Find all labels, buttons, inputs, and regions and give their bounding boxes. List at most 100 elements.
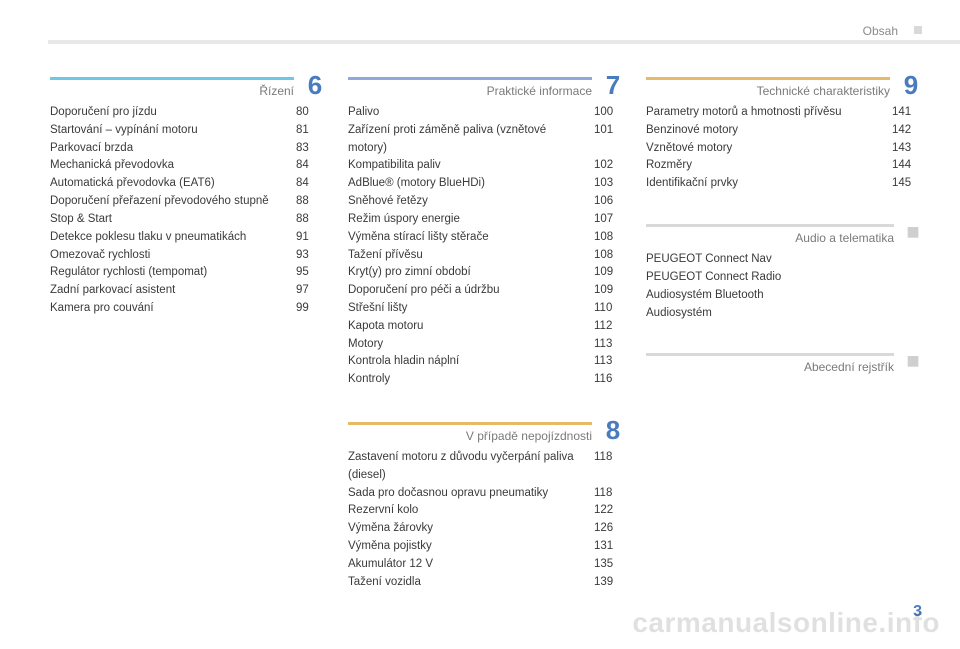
toc-item[interactable]: Rozměry144 [646, 157, 922, 175]
toc-section-header: Řízení6 [50, 72, 326, 98]
toc-section-bullet-icon: ■ [904, 221, 922, 245]
toc-item-page: 103 [594, 175, 624, 193]
toc-item-page: 109 [594, 264, 624, 282]
toc-item-label: Doporučení pro jízdu [50, 104, 288, 122]
toc-item-label: Režim úspory energie [348, 211, 586, 229]
toc-item-label: Motory [348, 336, 586, 354]
toc-item[interactable]: PEUGEOT Connect Radio [646, 269, 922, 287]
toc-item-label: Výměna stírací lišty stěrače [348, 229, 586, 247]
toc-item[interactable]: Kontroly 116 [348, 371, 624, 389]
toc-item-label: Regulátor rychlosti (tempomat) [50, 264, 288, 282]
toc-item-label: Kontrola hladin náplní [348, 353, 586, 371]
toc-item-label: Rozměry [646, 157, 884, 175]
toc-section-rule [646, 353, 894, 356]
toc-section-title-wrap: Abecední rejstřík [646, 353, 894, 374]
toc-section-title: Abecední rejstřík [646, 360, 894, 374]
toc-item-label: Audiosystém Bluetooth [646, 287, 884, 305]
toc-item-page: 116 [594, 371, 624, 389]
toc-item[interactable]: Doporučení přeřazení převodového stupně8… [50, 193, 326, 211]
toc-item[interactable]: Audiosystém Bluetooth [646, 287, 922, 305]
toc-item-label: Tažení vozidla [348, 574, 586, 592]
toc-item-label: Palivo [348, 104, 586, 122]
toc-item[interactable]: Střešní lišty110 [348, 300, 624, 318]
toc-item[interactable]: Palivo100 [348, 104, 624, 122]
toc-item-label: Kompatibilita paliv [348, 157, 586, 175]
toc-item-page: 88 [296, 193, 326, 211]
toc-item-label: Identifikační prvky [646, 175, 884, 193]
toc-section-title-wrap: Audio a telematika [646, 224, 894, 245]
toc-item[interactable]: Kompatibilita paliv102 [348, 157, 624, 175]
toc-item[interactable]: Kamera pro couvání99 [50, 300, 326, 318]
toc-item[interactable]: Omezovač rychlosti93 [50, 247, 326, 265]
toc-item-page: 143 [892, 140, 922, 158]
toc-item[interactable]: Identifikační prvky145 [646, 175, 922, 193]
toc-section-title: V případě nepojízdnosti [348, 429, 592, 443]
toc-item[interactable]: Tažení přívěsu108 [348, 247, 624, 265]
toc-item-label: Stop & Start [50, 211, 288, 229]
toc-item[interactable]: Mechanická převodovka84 [50, 157, 326, 175]
toc-section-rule [348, 422, 592, 425]
toc-item[interactable]: Parametry motorů a hmotnosti přívěsu141 [646, 104, 922, 122]
toc-item[interactable]: Zařízení proti záměně paliva (vznětové m… [348, 122, 624, 158]
toc-item[interactable]: Regulátor rychlosti (tempomat)95 [50, 264, 326, 282]
toc-item[interactable]: AdBlue® (motory BlueHDi) 103 [348, 175, 624, 193]
toc-item-page: 97 [296, 282, 326, 300]
toc-section-rule [50, 77, 294, 80]
toc-column: Technické charakteristiky9Parametry moto… [646, 72, 922, 620]
toc-item[interactable]: Zastavení motoru z důvodu vyčerpání pali… [348, 449, 624, 485]
toc-item[interactable]: Tažení vozidla 139 [348, 574, 624, 592]
toc-item-page: 118 [594, 485, 624, 503]
toc-item-page: 91 [296, 229, 326, 247]
toc-item[interactable]: Kapota motoru112 [348, 318, 624, 336]
toc-section-bullet-icon: ■ [904, 350, 922, 374]
toc-item[interactable]: Doporučení pro jízdu80 [50, 104, 326, 122]
toc-item-page: 112 [594, 318, 624, 336]
toc-items: Doporučení pro jízdu80Startování – vypín… [50, 104, 326, 318]
toc-item[interactable]: Doporučení pro péči a údržbu109 [348, 282, 624, 300]
toc-item[interactable]: Automatická převodovka (EAT6)84 [50, 175, 326, 193]
toc-item-page: 122 [594, 502, 624, 520]
toc-section-title: Praktické informace [348, 84, 592, 98]
toc-item-page: 139 [594, 574, 624, 592]
toc-item[interactable]: Rezervní kolo 122 [348, 502, 624, 520]
toc-item-page: 101 [594, 122, 624, 158]
toc-section-title-wrap: Řízení [50, 77, 294, 98]
toc-item-label: Startování – vypínání motoru [50, 122, 288, 140]
toc-item[interactable]: Vznětové motory143 [646, 140, 922, 158]
toc-item[interactable]: Startování – vypínání motoru81 [50, 122, 326, 140]
toc-item[interactable]: Audiosystém [646, 305, 922, 323]
toc-item[interactable]: Benzinové motory142 [646, 122, 922, 140]
toc-item[interactable]: Motory113 [348, 336, 624, 354]
toc-item[interactable]: Sněhové řetězy106 [348, 193, 624, 211]
toc-item-label: PEUGEOT Connect Nav [646, 251, 884, 269]
toc-item[interactable]: Detekce poklesu tlaku v pneumatikách91 [50, 229, 326, 247]
toc-item[interactable]: Kryt(y) pro zimní období109 [348, 264, 624, 282]
toc-item-page: 88 [296, 211, 326, 229]
toc-item[interactable]: Zadní parkovací asistent97 [50, 282, 326, 300]
toc-item[interactable]: Sada pro dočasnou opravu pneumatiky118 [348, 485, 624, 503]
toc-item-label: AdBlue® (motory BlueHDi) [348, 175, 586, 193]
toc-item-page: 106 [594, 193, 624, 211]
toc-item-label: Kontroly [348, 371, 586, 389]
page-label: Obsah [855, 24, 906, 38]
toc-item-label: PEUGEOT Connect Radio [646, 269, 884, 287]
toc-section: Audio a telematika ■ PEUGEOT Connect NavPE… [646, 221, 922, 322]
toc-section-number: 8 [602, 417, 624, 443]
toc-section-rule [646, 77, 890, 80]
toc-item-page: 108 [594, 229, 624, 247]
toc-item[interactable]: Kontrola hladin náplní113 [348, 353, 624, 371]
toc-item[interactable]: Výměna žárovky126 [348, 520, 624, 538]
toc-item[interactable]: PEUGEOT Connect Nav [646, 251, 922, 269]
toc-item[interactable]: Stop & Start 88 [50, 211, 326, 229]
toc-item-label: Kamera pro couvání [50, 300, 288, 318]
toc-item-page: 135 [594, 556, 624, 574]
toc-item-label: Automatická převodovka (EAT6) [50, 175, 288, 193]
toc-item-label: Rezervní kolo [348, 502, 586, 520]
toc-section-number: 7 [602, 72, 624, 98]
toc-item[interactable]: Výměna stírací lišty stěrače 108 [348, 229, 624, 247]
toc-item[interactable]: Režim úspory energie107 [348, 211, 624, 229]
toc-item-label: Střešní lišty [348, 300, 586, 318]
toc-item[interactable]: Výměna pojistky131 [348, 538, 624, 556]
toc-item[interactable]: Parkovací brzda83 [50, 140, 326, 158]
toc-item[interactable]: Akumulátor 12 V135 [348, 556, 624, 574]
